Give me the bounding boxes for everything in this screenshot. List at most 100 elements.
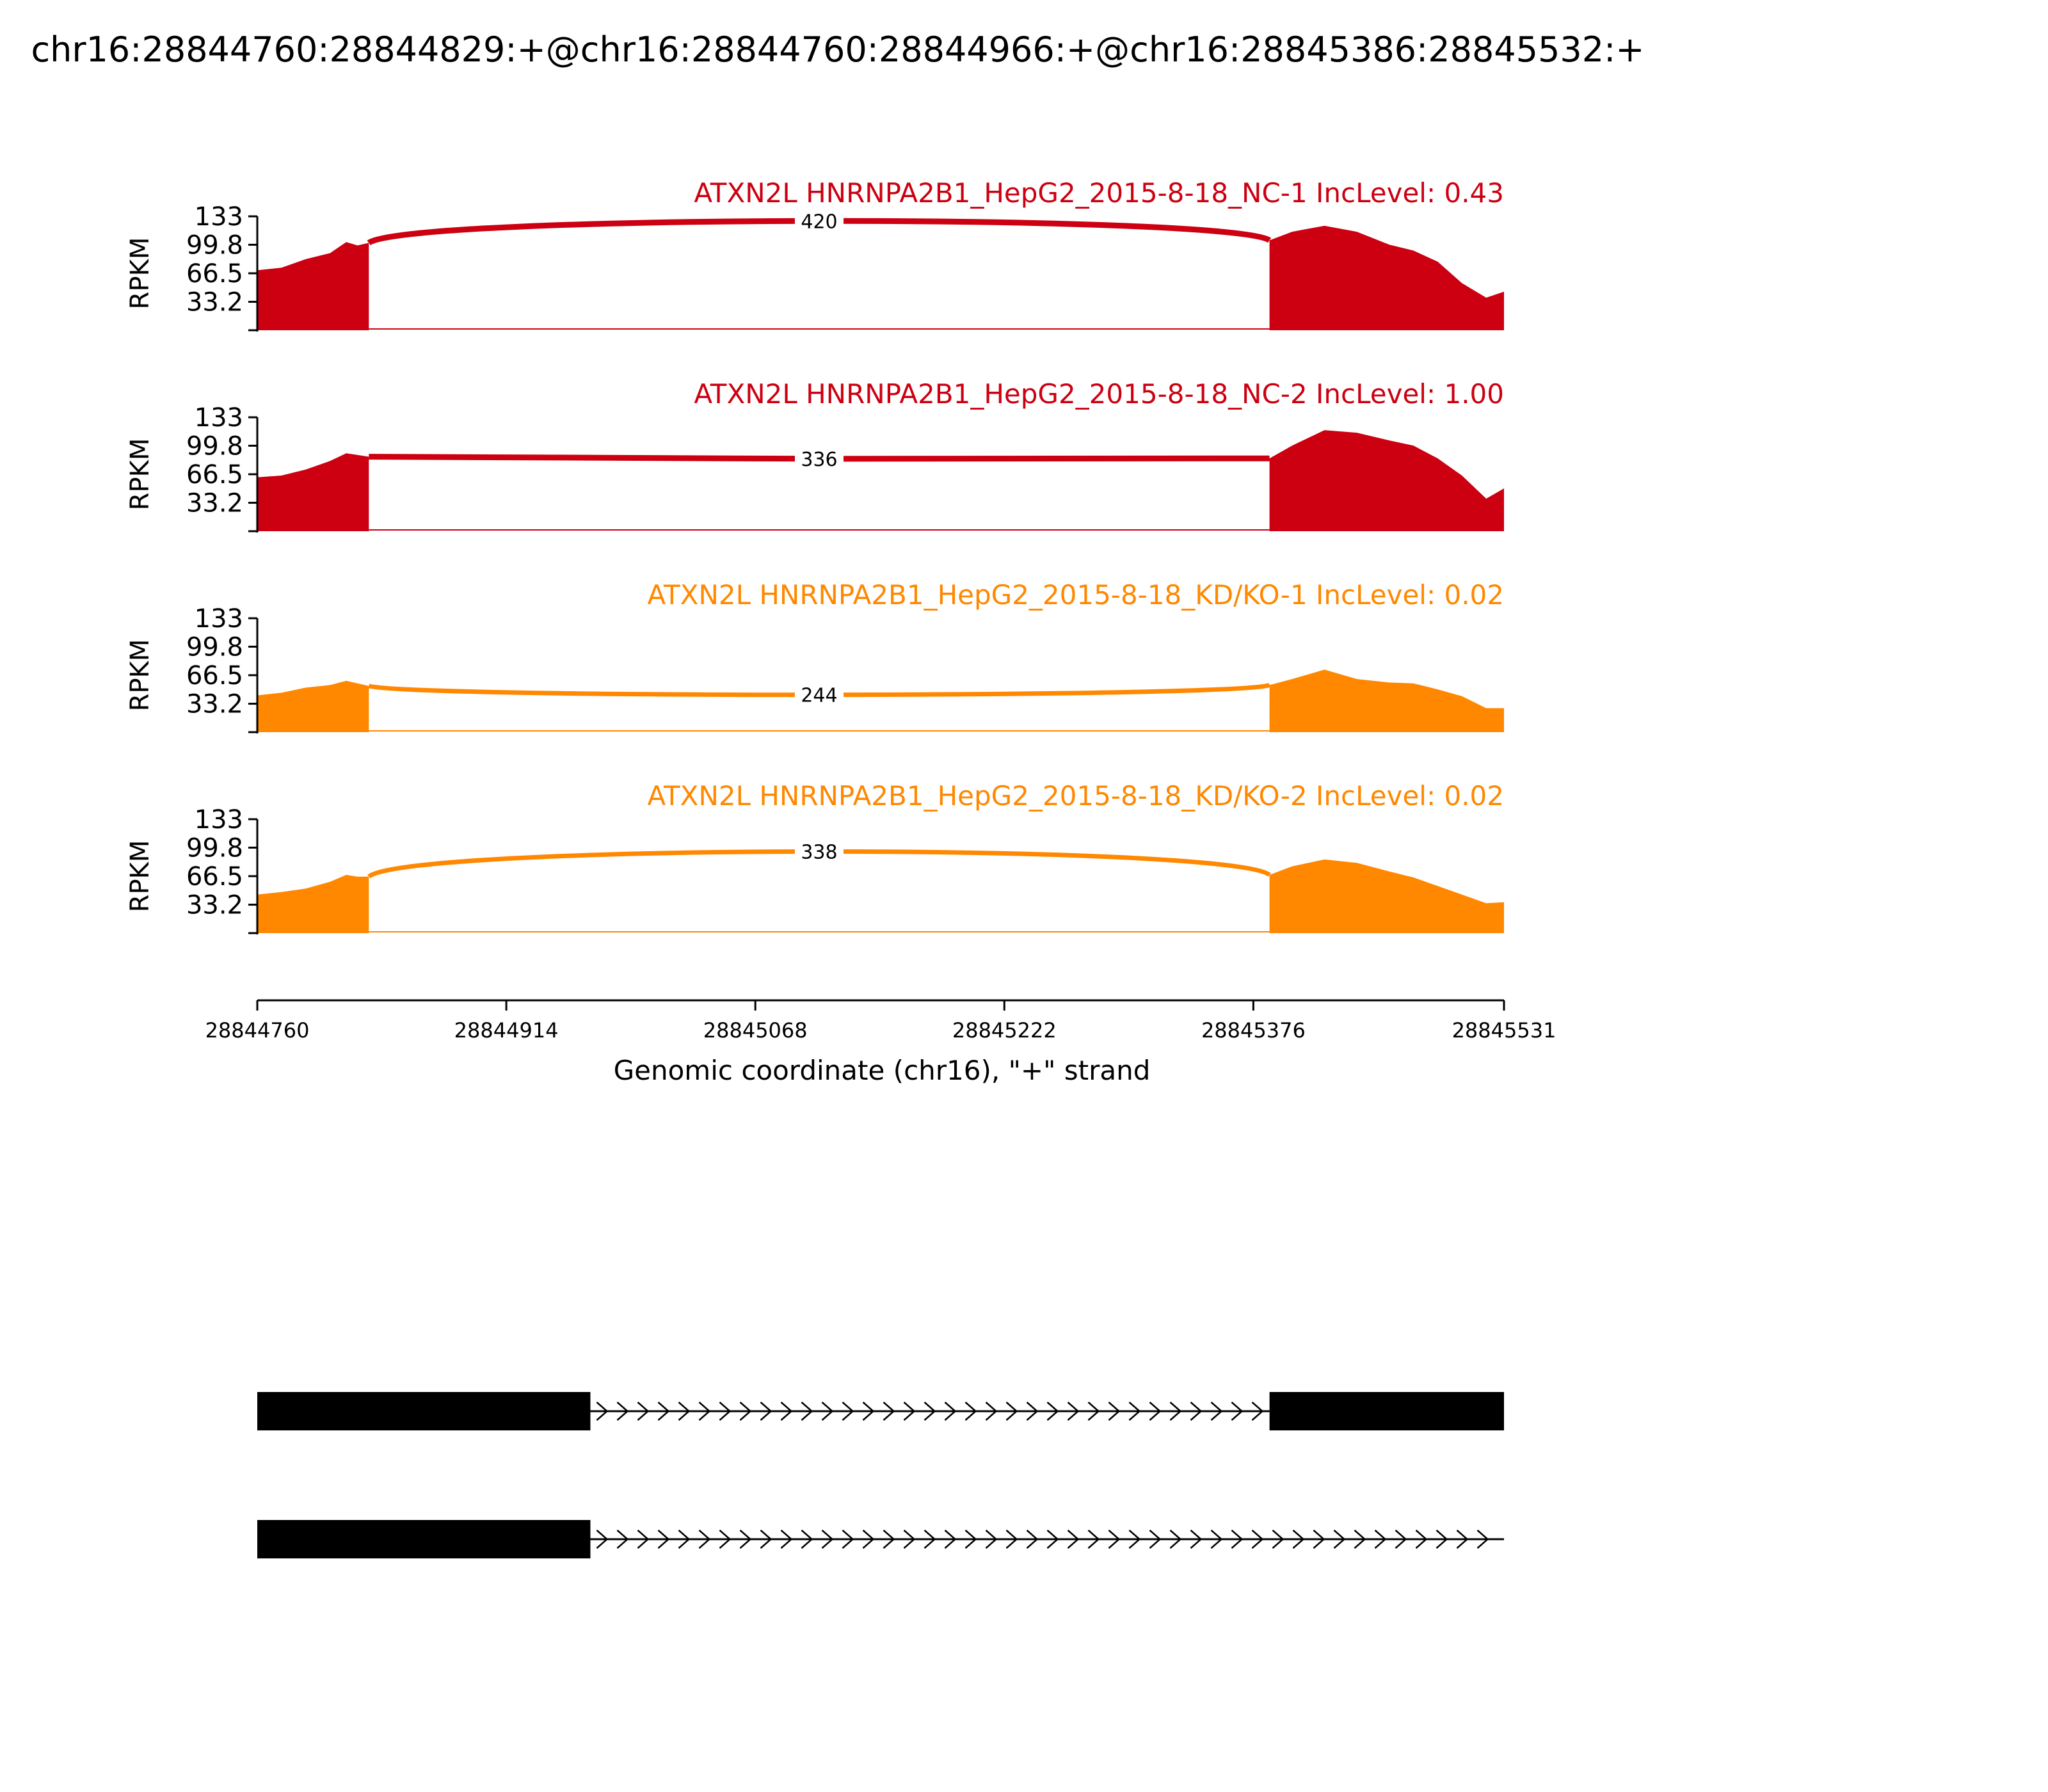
track-4: 338 ATXN2L HNRNPA2B1_HepG2_2015-8-18_KD/K… — [125, 780, 1504, 934]
strand-arrow — [1190, 1530, 1203, 1549]
isoform-2 — [257, 1520, 1504, 1558]
strand-arrow — [1108, 1402, 1121, 1421]
y-tick-label: 133 — [195, 604, 243, 634]
y-tick-label: 33.2 — [186, 891, 243, 920]
strand-arrow — [1436, 1530, 1448, 1549]
strand-arrow — [842, 1402, 854, 1421]
strand-arrow — [903, 1402, 916, 1421]
strand-arrow — [1231, 1402, 1244, 1421]
right-exon-coverage — [1269, 859, 1504, 933]
left-exon-coverage — [257, 875, 369, 933]
strand-arrow — [637, 1402, 650, 1421]
strand-arrow — [1476, 1530, 1489, 1549]
strand-arrow — [964, 1402, 977, 1421]
track-title: ATXN2L HNRNPA2B1_HepG2_2015-8-18_NC-2 In… — [694, 378, 1504, 410]
y-tick-label: 33.2 — [186, 489, 243, 518]
strand-arrow — [698, 1530, 711, 1549]
left-exon-coverage — [257, 453, 369, 531]
strand-arrow — [985, 1402, 998, 1421]
right-exon-coverage — [1269, 430, 1504, 531]
strand-arrow — [883, 1402, 895, 1421]
track-3: 244 ATXN2L HNRNPA2B1_HepG2_2015-8-18_KD/K… — [125, 579, 1504, 733]
y-tick-label: 33.2 — [186, 288, 243, 317]
y-tick-label: 66.5 — [186, 862, 243, 892]
y-axis-label: RPKM — [125, 438, 155, 511]
strand-arrow — [719, 1402, 732, 1421]
strand-arrow — [1231, 1530, 1244, 1549]
strand-arrow — [903, 1530, 916, 1549]
strand-arrow — [924, 1402, 936, 1421]
isoform-1 — [257, 1392, 1504, 1430]
junction-label-box — [794, 208, 844, 234]
y-tick-label: 66.5 — [186, 460, 243, 490]
y-tick-label: 133 — [195, 202, 243, 232]
y-tick-label: 133 — [195, 805, 243, 835]
strand-arrow — [760, 1530, 772, 1549]
strand-arrow — [1415, 1530, 1428, 1549]
junction-count-label: 420 — [801, 211, 837, 233]
strand-arrow — [1026, 1402, 1039, 1421]
strand-arrow — [1128, 1402, 1141, 1421]
strand-arrow — [1087, 1402, 1100, 1421]
strand-arrow — [657, 1402, 670, 1421]
junction-label-box — [794, 445, 844, 472]
exon-block — [257, 1520, 591, 1558]
strand-arrow — [657, 1530, 670, 1549]
strand-arrow — [944, 1530, 957, 1549]
y-tick-label: 99.8 — [186, 431, 243, 461]
x-axis-label: Genomic coordinate (chr16), "+" strand — [614, 1055, 1151, 1086]
strand-arrow — [739, 1530, 752, 1549]
junction-label-box — [794, 682, 844, 708]
strand-arrow — [1354, 1530, 1366, 1549]
strand-arrow — [698, 1402, 711, 1421]
x-tick-label: 28845068 — [703, 1018, 808, 1043]
strand-arrow — [1169, 1530, 1182, 1549]
strand-arrow — [739, 1402, 752, 1421]
strand-arrow — [678, 1402, 691, 1421]
strand-arrow — [1005, 1402, 1018, 1421]
strand-arrow — [1087, 1530, 1100, 1549]
strand-arrow — [1046, 1402, 1059, 1421]
strand-arrow — [801, 1402, 813, 1421]
x-tick-label: 28844914 — [454, 1018, 559, 1043]
strand-arrow — [821, 1402, 834, 1421]
strand-arrow — [1456, 1530, 1469, 1549]
strand-arrow — [1374, 1530, 1387, 1549]
x-tick-label: 28845531 — [1452, 1018, 1556, 1043]
y-tick-label: 66.5 — [186, 259, 243, 289]
x-tick-label: 28844760 — [205, 1018, 310, 1043]
junction-count-label: 338 — [801, 841, 837, 863]
x-tick-label: 28845376 — [1201, 1018, 1306, 1043]
strand-arrow — [801, 1530, 813, 1549]
strand-arrow — [1333, 1530, 1346, 1549]
strand-arrow — [944, 1402, 957, 1421]
exon-block — [1269, 1392, 1504, 1430]
track-2: 336 ATXN2L HNRNPA2B1_HepG2_2015-8-18_NC-2… — [125, 378, 1504, 532]
left-exon-coverage — [257, 680, 369, 732]
y-tick-label: 66.5 — [186, 661, 243, 691]
strand-arrow — [1395, 1530, 1407, 1549]
junction-label-box — [794, 838, 844, 865]
strand-arrow — [678, 1530, 691, 1549]
strand-arrow — [596, 1530, 609, 1549]
strand-arrow — [985, 1530, 998, 1549]
track-title: ATXN2L HNRNPA2B1_HepG2_2015-8-18_NC-1 In… — [694, 177, 1504, 209]
y-tick-label: 99.8 — [186, 230, 243, 260]
strand-arrow — [862, 1402, 875, 1421]
strand-arrow — [1067, 1530, 1080, 1549]
x-axis: 28844760 28844914 28845068 28845222 28845376… — [205, 999, 1556, 1043]
strand-arrow — [1149, 1530, 1162, 1549]
x-tick-label: 28845222 — [952, 1018, 1057, 1043]
left-exon-coverage — [257, 242, 369, 330]
strand-arrow — [596, 1402, 609, 1421]
junction-count-label: 244 — [801, 685, 837, 707]
strand-arrow — [924, 1530, 936, 1549]
strand-arrow — [1108, 1530, 1121, 1549]
strand-arrow — [821, 1530, 834, 1549]
strand-arrow — [883, 1530, 895, 1549]
strand-arrow — [1067, 1402, 1080, 1421]
strand-arrow — [1272, 1530, 1284, 1549]
